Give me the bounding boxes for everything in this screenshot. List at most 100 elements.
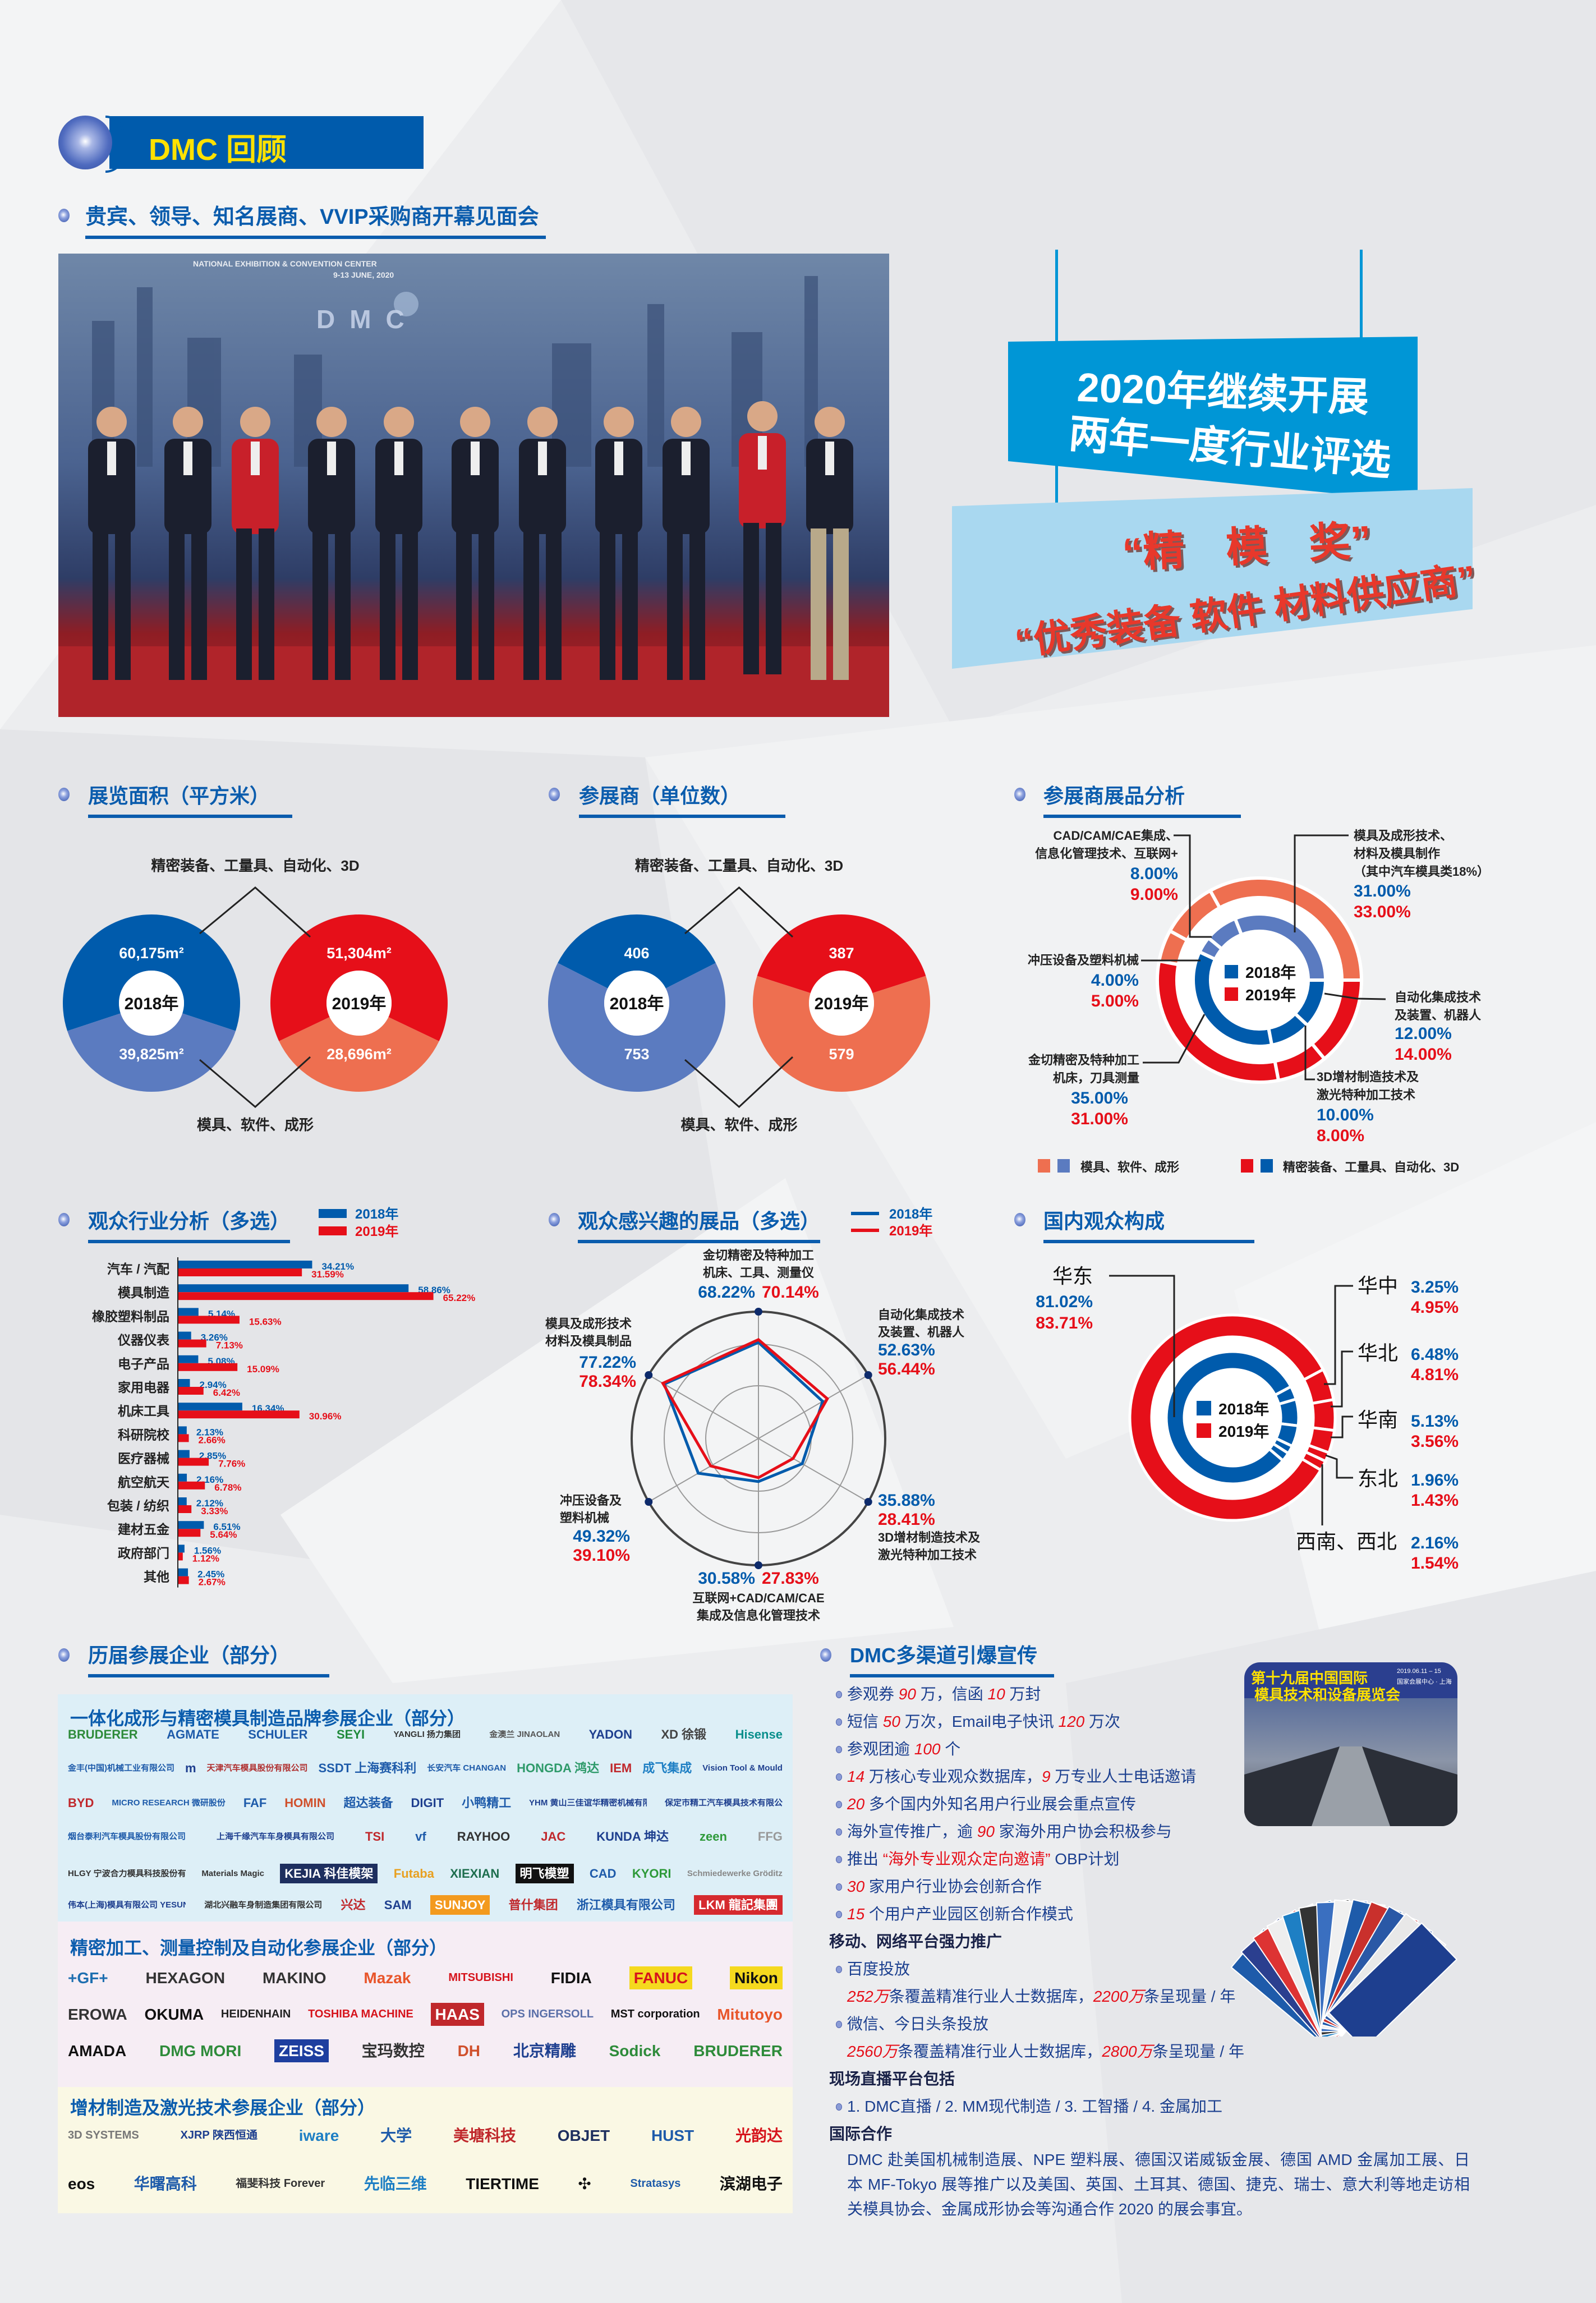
exhibitor-logo: OBJET — [557, 2127, 610, 2144]
exhibitor-logo: 福斐科技 Forever — [236, 2178, 325, 2190]
exhibitor-logo: FIDIA — [550, 1970, 592, 1987]
person-figure — [663, 407, 710, 680]
bullet-sphere-icon — [549, 1213, 560, 1226]
exhibitor-logo: EROWA — [68, 2006, 127, 2023]
promo-item: 30 家用户行业协会创新合作 — [829, 1873, 1485, 1900]
person-shirt — [183, 442, 192, 475]
exhibitor-logo: 长安汽车 CHANGAN — [427, 1763, 507, 1773]
promo-photo-line2: 模具技术和设备展览会 — [1254, 1686, 1401, 1703]
promo-item: 14 万核心专业观众数据库，9 万专业人士电话邀请 — [829, 1763, 1485, 1790]
bullet-sphere-icon — [58, 1213, 70, 1226]
opening-ceremony-photo: NATIONAL EXHIBITION & CONVENTION CENTER … — [58, 254, 889, 717]
person-figure — [164, 407, 211, 680]
promo-venue-photo: 第十九届中国国际 模具技术和设备展览会 2019.06.11 – 15 国家会展… — [1244, 1662, 1457, 1826]
person-shirt — [327, 442, 336, 475]
person-shirt — [394, 442, 403, 475]
exhibitor-logo: KUNDA 坤达 — [596, 1830, 669, 1844]
exhibitor-logo: 天津汽车模具股份有限公司 — [206, 1763, 308, 1773]
logo-panel: 一体化成形与精密模具制造品牌参展企业（部分） BRUDERER AGMATE SCHU… — [58, 1694, 793, 1922]
exhibitor-logo: SEYI — [336, 1728, 365, 1741]
exhibitor-logo: 保定市精工汽车模具技术有限公司 — [664, 1798, 783, 1808]
promo-heading: 移动、网络平台强力推广 — [829, 1933, 1002, 1950]
exhibitor-logo: 华曙高科 — [134, 2176, 197, 2192]
person-suit — [663, 439, 710, 534]
logo-row: AMADA DMG MORI ZEISS 宝玛数控 DH 北京精雕 Sodick BRUDER… — [68, 2039, 783, 2063]
exhibitor-logo: AGMATE — [167, 1728, 219, 1741]
logo-row: HLGY 宁波合力模具科技股份有限公司 Materials Magic KEJIA … — [68, 1864, 783, 1884]
exhibitor-logo: 美塘科技 — [453, 2127, 516, 2144]
exhibitor-logo: MITSUBISHI — [448, 1972, 513, 1984]
exhibitor-logo: 宝玛数控 — [361, 2043, 425, 2060]
magazine-cover — [1328, 1922, 1458, 2037]
backdrop-text: NATIONAL EXHIBITION & CONVENTION CENTER — [193, 259, 377, 268]
exhibitor-logo: SSDT 上海赛科利 — [318, 1762, 417, 1775]
photo-scene — [58, 276, 889, 717]
person-leg — [743, 523, 759, 674]
exhibitor-logo: XD 徐锻 — [661, 1728, 707, 1741]
exhibitor-logo: 北京精雕 — [513, 2043, 576, 2060]
person-figure — [375, 407, 422, 680]
logo-panel: 精密加工、测量控制及自动化参展企业（部分） +GF+ HEXAGON MAKINO Ma… — [58, 1922, 793, 2087]
exhibitor-logo: FAF — [243, 1796, 267, 1810]
promo-item: 推出 “海外专业观众定向邀请” OBP计划 — [829, 1845, 1485, 1873]
backdrop-logo: DMC — [316, 305, 419, 334]
person-figure — [595, 407, 642, 680]
person-head — [173, 407, 203, 437]
exhibitor-logo: MST corporation — [610, 2008, 700, 2021]
promo-photo-date: 2019.06.11 – 15 — [1397, 1668, 1441, 1675]
person-shirt — [758, 436, 767, 470]
person-leg — [523, 528, 539, 680]
person-suit — [375, 439, 422, 534]
logo-row: 伟本(上海)模具有限公司 YESUN 湖北兴融车身制造集团有限公司 兴达 SAM SUN… — [68, 1895, 783, 1915]
exhibitor-logo: DIGIT — [411, 1796, 444, 1810]
interest-chart-title: 观众感兴趣的展品（多选） — [578, 1205, 821, 1243]
exhibitor-logo: 小鸭精工 — [462, 1796, 512, 1810]
exhibitor-logo: TSI — [365, 1830, 385, 1844]
person-head — [671, 407, 701, 437]
bullet-sphere-icon — [58, 788, 70, 801]
promo-list: 参观券 90 万，信函 10 万封 短信 50 万次，Email电子快讯 120 … — [829, 1680, 1485, 2222]
exhibitor-logo: HLGY 宁波合力模具科技股份有限公司 — [68, 1869, 186, 1878]
exhibitor-logo: zeen — [700, 1830, 727, 1844]
bullet-sphere-icon — [58, 209, 70, 222]
exhibitor-logo: HONGDA 鸿达 — [517, 1762, 600, 1775]
person-head — [604, 407, 634, 437]
exhibitor-logo: iware — [298, 2127, 339, 2144]
person-suit — [595, 439, 642, 534]
promo-item: 海外宣传推广，逾 90 家海外用户协会积极参与 — [829, 1818, 1485, 1845]
person-shirt — [614, 442, 623, 475]
exhibitor-logo: 成飞集成 — [642, 1762, 692, 1775]
person-suit — [308, 439, 355, 534]
exhibitor-logo: TIERTIME — [466, 2176, 539, 2192]
exhibitor-logo: YANGLI 扬力集团 — [393, 1730, 461, 1739]
bullet-sphere-icon — [1014, 1213, 1025, 1226]
exhibitor-logo: SUNJOY — [430, 1895, 490, 1915]
exhibitor-logo: 光韵达 — [735, 2127, 783, 2144]
exhibitor-logo: MICRO RESEARCH 微研股份 — [112, 1798, 226, 1808]
promo-item: 百度投放 — [829, 1955, 1485, 1983]
person-suit — [452, 439, 499, 534]
exhibitor-logo: CAD — [589, 1867, 617, 1881]
exhibitor-logo: Sodick — [609, 2043, 661, 2060]
logo-row: 金丰(中国)机械工业有限公司 m 天津汽车模具股份有限公司 SSDT 上海赛科利 长安汽… — [68, 1762, 783, 1775]
exhibitor-logo: m — [185, 1762, 196, 1775]
bullet-sphere-icon — [549, 788, 560, 801]
person-leg — [667, 528, 683, 680]
exhibitor-logo: HEXAGON — [145, 1970, 226, 1987]
area-chart-title: 展览面积（平方米） — [88, 780, 293, 818]
exhibitor-logo: 普什集团 — [508, 1899, 558, 1912]
promo-item: 252万条覆盖精准行业人士数据库，2200万条呈现量 / 年 — [847, 1988, 1236, 2005]
exhibitor-logo: HUST — [651, 2127, 694, 2144]
exhibitor-logo: +GF+ — [68, 1970, 108, 1987]
promo-item: 参观券 90 万，信函 10 万封 — [829, 1680, 1485, 1708]
banner-string — [1360, 250, 1363, 345]
promo-item: 微信、今日头条投放 — [829, 2010, 1485, 2038]
exhibitor-logo: OKUMA — [144, 2006, 204, 2023]
exhibitor-logo: SAM — [384, 1899, 412, 1912]
exhibitor-logo: 浙江模具有限公司 — [576, 1899, 675, 1912]
person-suit — [88, 439, 135, 534]
person-suit — [806, 439, 853, 534]
person-figure — [739, 401, 786, 674]
exhibitor-logo: 湖北兴融车身制造集团有限公司 — [204, 1900, 323, 1910]
exhibitor-logo: AMADA — [68, 2043, 127, 2060]
